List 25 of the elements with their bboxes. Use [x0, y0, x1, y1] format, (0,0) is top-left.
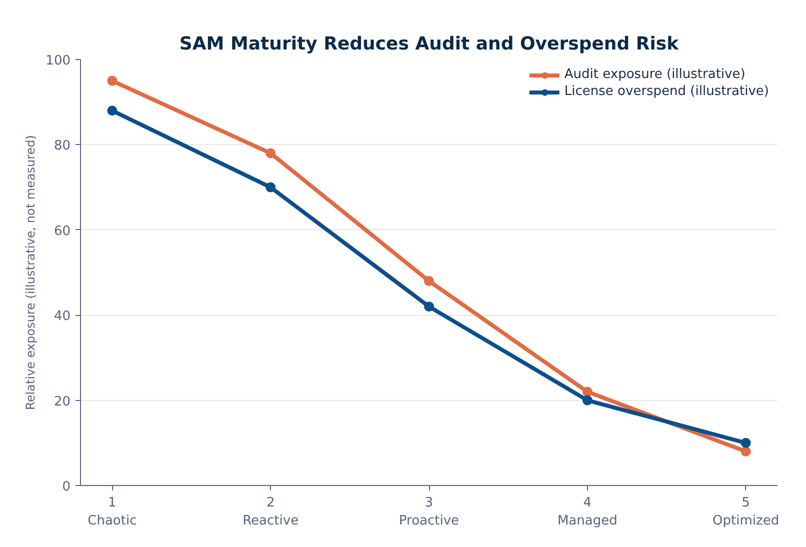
x-tick-label: 2 Reactive — [242, 496, 299, 528]
point — [424, 276, 434, 286]
point — [266, 148, 276, 158]
point — [424, 302, 434, 312]
x-tick-label: 5 Optimized — [712, 496, 780, 528]
x-tick-label: 1 Chaotic — [88, 496, 137, 528]
x-tick-label: 3 Proactive — [398, 496, 460, 528]
y-tick-label: 0 — [62, 480, 71, 494]
y-tick-label: 60 — [54, 224, 71, 239]
y-tick-label: 100 — [46, 54, 71, 68]
point — [266, 182, 276, 192]
y-tick-label: 20 — [54, 394, 71, 410]
point — [740, 438, 751, 448]
point — [107, 76, 118, 86]
y-tick-label: 80 — [54, 138, 71, 154]
x-tick-label: 4 Managed — [557, 496, 618, 528]
point — [107, 106, 118, 116]
point — [582, 395, 592, 406]
legend-label: Audit exposure (illustrative) — [564, 67, 746, 82]
point — [582, 386, 592, 397]
legend-label: License overspend (illustrative) — [564, 84, 769, 99]
y-tick-label: 40 — [54, 309, 71, 324]
chart-title: SAM Maturity Reduces Audit and Overspend Risk — [179, 34, 680, 54]
y-axis-title: Relative exposure (illustrative, not measured) — [24, 135, 38, 410]
point — [740, 446, 751, 456]
